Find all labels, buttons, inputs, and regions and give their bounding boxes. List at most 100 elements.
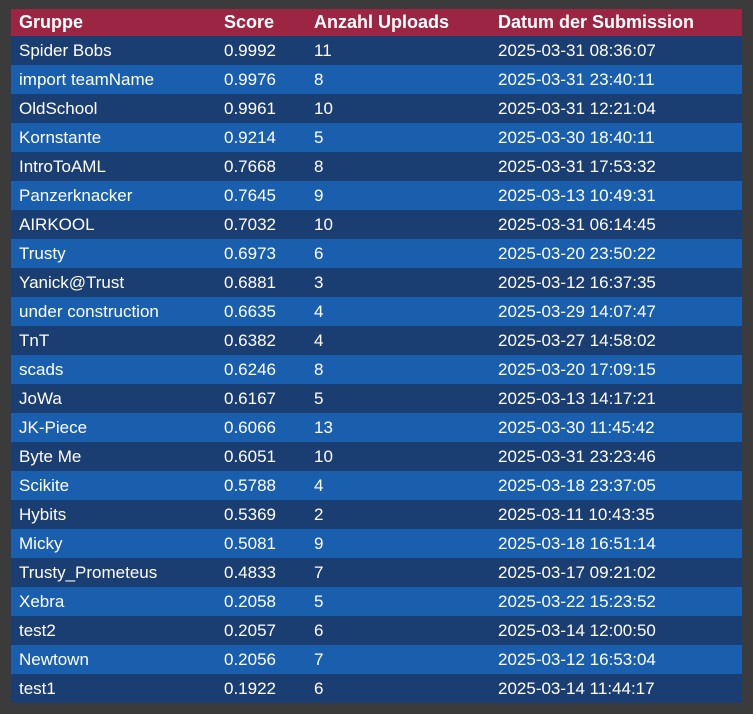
cell-uploads: 9	[314, 533, 324, 553]
cell-score: 0.9961	[224, 98, 276, 118]
cell-score: 0.7645	[224, 185, 276, 205]
cell-group: Newtown	[19, 649, 89, 669]
cell-group: Micky	[19, 533, 63, 553]
cell-group: JK-Piece	[19, 417, 88, 437]
cell-date: 2025-03-20 17:09:15	[498, 359, 656, 379]
cell-score: 0.7668	[224, 156, 276, 176]
cell-score: 0.6167	[224, 388, 276, 408]
cell-uploads: 10	[314, 446, 333, 466]
cell-date: 2025-03-14 11:44:17	[498, 678, 655, 698]
cell-uploads: 5	[314, 591, 324, 611]
column-header-group: Gruppe	[19, 12, 84, 32]
cell-score: 0.9214	[224, 127, 276, 147]
table-row: TnT 0.6382 4 2025-03-27 14:58:02	[11, 326, 742, 355]
cell-date: 2025-03-30 11:45:42	[498, 417, 655, 437]
cell-uploads: 6	[314, 678, 324, 698]
cell-uploads: 6	[314, 620, 324, 640]
cell-uploads: 8	[314, 359, 324, 379]
cell-score: 0.2058	[224, 591, 276, 611]
cell-score: 0.6382	[224, 330, 276, 350]
cell-date: 2025-03-13 10:49:31	[498, 185, 656, 205]
table-row: AIRKOOL 0.7032 10 2025-03-31 06:14:45	[11, 210, 742, 239]
cell-score: 0.6881	[224, 272, 276, 292]
cell-score: 0.7032	[224, 214, 276, 234]
table-body: Spider Bobs 0.9992 11 2025-03-31 08:36:07 im…	[11, 36, 742, 703]
cell-uploads: 10	[314, 214, 333, 234]
cell-group: under construction	[19, 301, 159, 321]
cell-uploads: 5	[314, 127, 324, 147]
cell-date: 2025-03-31 23:23:46	[498, 446, 656, 466]
cell-score: 0.6635	[224, 301, 276, 321]
cell-group: JoWa	[19, 388, 62, 408]
table-row: Kornstante 0.9214 5 2025-03-30 18:40:11	[11, 123, 742, 152]
table-header-row: Gruppe Score Anzahl Uploads Datum der Su…	[11, 9, 742, 36]
cell-uploads: 9	[314, 185, 324, 205]
table-row: Scikite 0.5788 4 2025-03-18 23:37:05	[11, 471, 742, 500]
cell-date: 2025-03-31 17:53:32	[498, 156, 656, 176]
table-row: Spider Bobs 0.9992 11 2025-03-31 08:36:07	[11, 36, 742, 65]
table-row: Trusty_Prometeus 0.4833 7 2025-03-17 09:21:…	[11, 558, 742, 587]
cell-group: Scikite	[19, 475, 70, 495]
cell-score: 0.5788	[224, 475, 276, 495]
table-row: Xebra 0.2058 5 2025-03-22 15:23:52	[11, 587, 742, 616]
cell-uploads: 4	[314, 330, 324, 350]
cell-score: 0.2057	[224, 620, 276, 640]
cell-uploads: 8	[314, 69, 324, 89]
table-row: test2 0.2057 6 2025-03-14 12:00:50	[11, 616, 742, 645]
table-row: JoWa 0.6167 5 2025-03-13 14:17:21	[11, 384, 742, 413]
cell-group: Byte Me	[19, 446, 82, 466]
cell-date: 2025-03-11 10:43:35	[498, 504, 655, 524]
table-row: scads 0.6246 8 2025-03-20 17:09:15	[11, 355, 742, 384]
cell-group: Panzerknacker	[19, 185, 133, 205]
column-header-date: Datum der Submission	[498, 12, 695, 32]
cell-date: 2025-03-31 23:40:11	[498, 69, 655, 89]
cell-date: 2025-03-31 08:36:07	[498, 40, 656, 60]
cell-group: import teamName	[19, 69, 155, 89]
cell-uploads: 8	[314, 156, 324, 176]
table-row: OldSchool 0.9961 10 2025-03-31 12:21:04	[11, 94, 742, 123]
cell-date: 2025-03-30 18:40:11	[498, 127, 655, 147]
cell-date: 2025-03-22 15:23:52	[498, 591, 656, 611]
cell-group: Trusty	[19, 243, 66, 263]
table-row: Newtown 0.2056 7 2025-03-12 16:53:04	[11, 645, 742, 674]
cell-date: 2025-03-12 16:37:35	[498, 272, 656, 292]
cell-group: AIRKOOL	[19, 214, 95, 234]
table-row: IntroToAML 0.7668 8 2025-03-31 17:53:32	[11, 152, 742, 181]
cell-group: Hybits	[19, 504, 67, 524]
cell-date: 2025-03-12 16:53:04	[498, 649, 656, 669]
cell-date: 2025-03-31 12:21:04	[498, 98, 656, 118]
cell-score: 0.6973	[224, 243, 276, 263]
cell-group: Xebra	[19, 591, 65, 611]
table-row: JK-Piece 0.6066 13 2025-03-30 11:45:42	[11, 413, 742, 442]
cell-group: IntroToAML	[19, 156, 106, 176]
table-row: Trusty 0.6973 6 2025-03-20 23:50:22	[11, 239, 742, 268]
table-row: Micky 0.5081 9 2025-03-18 16:51:14	[11, 529, 742, 558]
cell-score: 0.9976	[224, 69, 276, 89]
cell-score: 0.9992	[224, 40, 276, 60]
cell-date: 2025-03-27 14:58:02	[498, 330, 656, 350]
cell-uploads: 4	[314, 301, 324, 321]
cell-date: 2025-03-29 14:07:47	[498, 301, 656, 321]
cell-group: TnT	[19, 330, 50, 350]
cell-uploads: 2	[314, 504, 324, 524]
cell-date: 2025-03-14 12:00:50	[498, 620, 656, 640]
cell-uploads: 3	[314, 272, 324, 292]
cell-date: 2025-03-17 09:21:02	[498, 562, 656, 582]
cell-score: 0.4833	[224, 562, 276, 582]
cell-uploads: 7	[314, 649, 324, 669]
cell-date: 2025-03-18 16:51:14	[498, 533, 656, 553]
cell-uploads: 7	[314, 562, 324, 582]
cell-date: 2025-03-13 14:17:21	[498, 388, 656, 408]
cell-group: test2	[19, 620, 56, 640]
table-row: under construction 0.6635 4 2025-03-29 14:0…	[11, 297, 742, 326]
cell-group: Trusty_Prometeus	[19, 562, 158, 582]
cell-date: 2025-03-18 23:37:05	[498, 475, 656, 495]
cell-score: 0.5081	[224, 533, 276, 553]
cell-uploads: 11	[314, 40, 332, 60]
cell-score: 0.6066	[224, 417, 276, 437]
table-row: Hybits 0.5369 2 2025-03-11 10:43:35	[11, 500, 742, 529]
cell-uploads: 10	[314, 98, 333, 118]
table-row: Yanick@Trust 0.6881 3 2025-03-12 16:37:35	[11, 268, 742, 297]
leaderboard-table: Gruppe Score Anzahl Uploads Datum der Su…	[11, 9, 742, 703]
